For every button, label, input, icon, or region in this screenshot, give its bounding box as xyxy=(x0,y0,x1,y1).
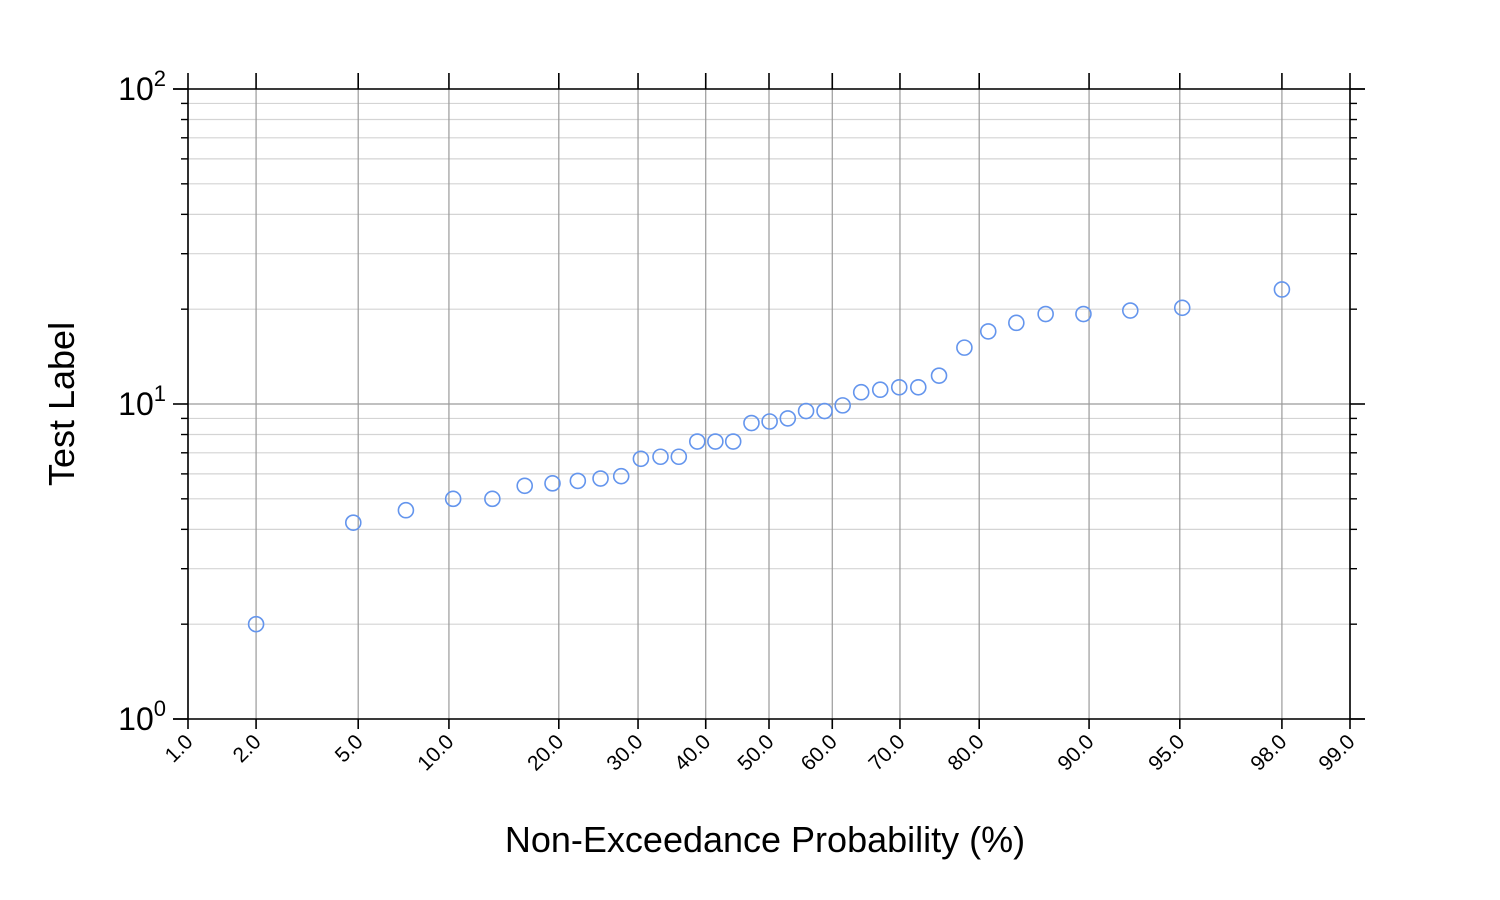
x-tick-label: 90.0 xyxy=(1053,730,1098,775)
data-point xyxy=(1273,281,1291,298)
x-tick-label: 20.0 xyxy=(523,730,568,775)
data-point xyxy=(484,490,501,508)
tick-marks xyxy=(173,73,1365,729)
y-tick-label-base: 10 xyxy=(118,386,154,422)
x-tick-label: 95.0 xyxy=(1144,730,1189,775)
data-point xyxy=(612,467,630,485)
y-tick-label-base: 10 xyxy=(118,701,154,737)
y-tick-label-base: 10 xyxy=(118,71,154,107)
y-tick-label: 101 xyxy=(118,381,166,422)
data-point xyxy=(724,433,742,450)
data-point xyxy=(516,477,534,495)
data-point xyxy=(761,413,778,430)
data-point xyxy=(871,381,889,399)
data-point xyxy=(890,378,908,396)
x-tick-label: 60.0 xyxy=(797,730,842,775)
data-point xyxy=(979,323,997,340)
y-tick-label-exponent: 1 xyxy=(154,381,166,406)
x-axis-title: Non-Exceedance Probability (%) xyxy=(505,819,1025,860)
y-tick-label: 102 xyxy=(118,66,166,107)
x-tick-label: 50.0 xyxy=(733,730,778,775)
x-tick-label: 1.0 xyxy=(161,730,198,767)
x-tick-label: 40.0 xyxy=(670,730,715,775)
x-tick-label: 99.0 xyxy=(1314,730,1359,775)
data-point xyxy=(797,402,815,420)
data-point xyxy=(652,448,669,466)
x-tick-label: 10.0 xyxy=(413,730,458,775)
data-point xyxy=(444,490,462,508)
x-tick-label: 80.0 xyxy=(944,730,989,775)
data-point xyxy=(956,339,973,356)
data-point xyxy=(569,472,587,490)
data-point xyxy=(743,414,760,432)
data-point xyxy=(670,448,688,466)
data-points xyxy=(247,281,1291,633)
data-point xyxy=(707,433,724,450)
data-point xyxy=(1121,302,1139,319)
x-tick-label: 2.0 xyxy=(229,730,266,767)
x-tick-label: 70.0 xyxy=(864,730,909,775)
x-tick-label: 98.0 xyxy=(1246,730,1291,775)
data-point xyxy=(397,501,415,519)
data-point xyxy=(688,433,706,450)
y-axis-title: Test Label xyxy=(41,322,82,486)
y-tick-label-exponent: 0 xyxy=(154,696,166,721)
data-point xyxy=(930,367,948,384)
data-point xyxy=(247,615,265,633)
y-tick-label: 100 xyxy=(118,696,166,737)
data-point xyxy=(852,383,870,401)
data-point xyxy=(592,470,609,487)
data-point xyxy=(344,514,362,531)
y-tick-label-exponent: 2 xyxy=(154,66,166,91)
data-point xyxy=(816,402,833,420)
data-point xyxy=(1008,314,1025,332)
data-point xyxy=(632,450,650,468)
data-point xyxy=(544,475,561,492)
x-tick-labels: 1.0 2.0 5.0 10.0 20.0 30.0 40.0 50.0 60.0 70.0 80.… xyxy=(161,730,1360,775)
x-tick-label: 5.0 xyxy=(331,730,368,767)
data-point xyxy=(1075,305,1092,323)
grid-lines xyxy=(187,88,1351,720)
data-point xyxy=(909,378,927,396)
x-tick-label: 30.0 xyxy=(602,730,647,775)
data-point xyxy=(1037,305,1054,323)
data-point xyxy=(779,410,797,427)
data-point xyxy=(834,397,851,414)
data-point xyxy=(1173,299,1191,317)
